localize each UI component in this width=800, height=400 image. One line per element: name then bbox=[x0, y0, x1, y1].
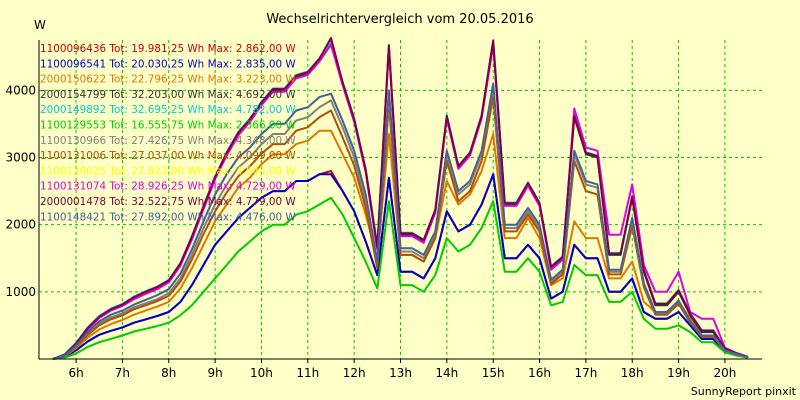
legend: 1100096436 Tot: 19.981,25 Wh Max: 2.862,… bbox=[40, 43, 296, 223]
x-tick-label: 6h bbox=[68, 366, 83, 380]
x-tick-label: 14h bbox=[435, 366, 458, 380]
y-tick-label: 2000 bbox=[5, 218, 36, 232]
y-tick-label: 1000 bbox=[5, 285, 36, 299]
legend-entry-1100130966: 1100130966 Tot: 27.426,75 Wh Max: 4.348,… bbox=[40, 135, 296, 147]
x-tick-label: 9h bbox=[207, 366, 222, 380]
legend-entry-1100148421: 1100148421 Tot: 27.892,00 Wh Max: 4.476,… bbox=[40, 211, 296, 223]
footer-credit: SunnyReport pinxit bbox=[691, 385, 797, 398]
legend-entry-1100096436: 1100096436 Tot: 19.981,25 Wh Max: 2.862,… bbox=[40, 43, 296, 55]
x-tick-label: 8h bbox=[161, 366, 176, 380]
series-line-1100131006 bbox=[52, 96, 749, 360]
legend-entry-1100129553: 1100129553 Tot: 16.555,75 Wh Max: 2.366,… bbox=[40, 120, 296, 132]
legend-entry-1100129025: 1100129025 Tot: 27.823,00 Wh Max: 4.545,… bbox=[40, 165, 296, 177]
x-tick-label: 17h bbox=[574, 366, 597, 380]
x-tick-label: 12h bbox=[343, 366, 366, 380]
x-tick-label: 16h bbox=[528, 366, 551, 380]
y-axis-label: W bbox=[34, 18, 46, 32]
legend-entry-2000149892: 2000149892 Tot: 32.695,25 Wh Max: 4.782,… bbox=[40, 104, 296, 116]
y-tick-label: 3000 bbox=[5, 151, 36, 165]
legend-entry-2000001478: 2000001478 Tot: 32.522,75 Wh Max: 4.779,… bbox=[40, 196, 296, 208]
legend-entry-1100131074: 1100131074 Tot: 28.926,25 Wh Max: 4.729,… bbox=[40, 181, 296, 193]
legend-entry-1100096541: 1100096541 Tot: 20.030,25 Wh Max: 2.835,… bbox=[40, 58, 296, 70]
chart-title: Wechselrichtervergleich vom 20.05.2016 bbox=[266, 12, 533, 27]
x-tick-label: 15h bbox=[482, 366, 505, 380]
series-line-1100129553 bbox=[52, 196, 749, 360]
x-tick-label: 18h bbox=[621, 366, 644, 380]
x-tick-label: 20h bbox=[713, 366, 736, 380]
axes: 1000 2000 3000 4000 6h 7h 8h 9h 10h 11h 12h 13h 14h 1… bbox=[5, 40, 762, 380]
legend-entry-2000154799: 2000154799 Tot: 32.203,00 Wh Max: 4.692,… bbox=[40, 89, 296, 101]
series-line-2000001478 bbox=[52, 37, 749, 360]
x-tick-label: 19h bbox=[667, 366, 690, 380]
series-line-1100148421 bbox=[52, 82, 749, 360]
x-tick-label: 13h bbox=[389, 366, 412, 380]
series-lines bbox=[52, 37, 749, 360]
x-tick-label: 10h bbox=[250, 366, 273, 380]
y-tick-label: 4000 bbox=[5, 83, 36, 97]
series-line-1100096541 bbox=[52, 173, 749, 360]
x-tick-label: 7h bbox=[115, 366, 130, 380]
x-tick-label: 11h bbox=[296, 366, 319, 380]
legend-entry-2000150622: 2000150622 Tot: 22.796,25 Wh Max: 3.223,… bbox=[40, 74, 296, 86]
legend-entry-1100131006: 1100131006 Tot: 27.037,00 Wh Max: 4.099,… bbox=[40, 150, 296, 162]
